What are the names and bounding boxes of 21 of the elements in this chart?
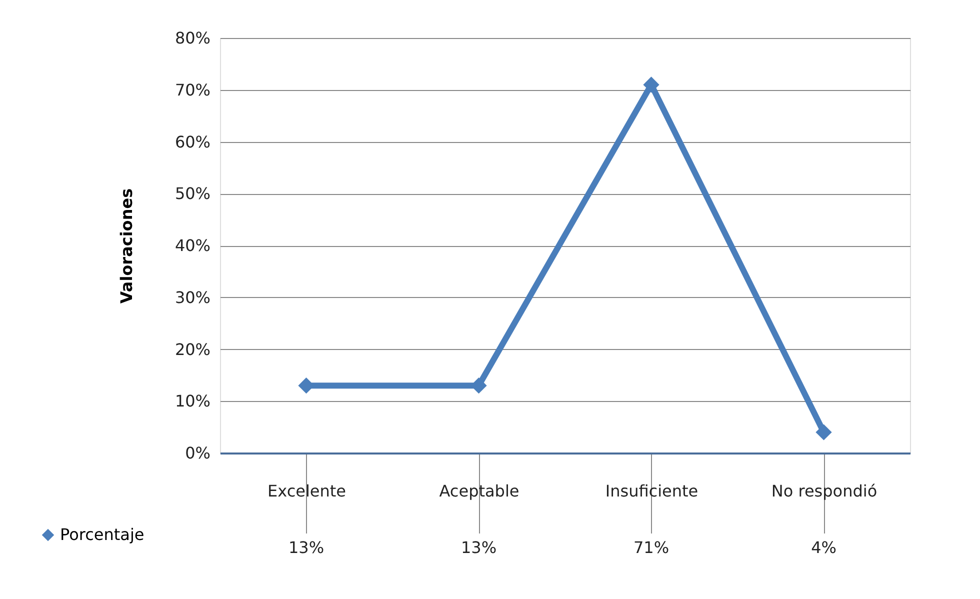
y-tick-label: 0% [185,444,210,462]
y-tick-label: 80% [174,28,210,48]
point [643,76,660,93]
y-tick-label: 50% [174,184,210,204]
data-label: 13% [288,538,324,557]
data-label: 13% [460,538,497,557]
y-tick-label: 60% [174,132,210,152]
y-tick-label: 40% [174,236,210,255]
y-tick-label: 10% [174,392,210,411]
x-tick-label: Excelente [268,482,346,500]
y-tick-label: 30% [174,288,210,307]
x-tick-label: No respondió [771,482,878,500]
data-label: 4% [811,538,836,557]
y-tick-label: 70% [174,80,210,100]
legend-label: Porcentaje [60,525,144,544]
y-axis-title: Valoraciones [116,188,136,304]
x-tick-label: Insuficiente [605,482,698,500]
x-tick-label: Aceptable [439,482,520,500]
data-label: 71% [633,538,670,557]
point [816,424,832,440]
y-tick-label: 20% [174,340,210,359]
